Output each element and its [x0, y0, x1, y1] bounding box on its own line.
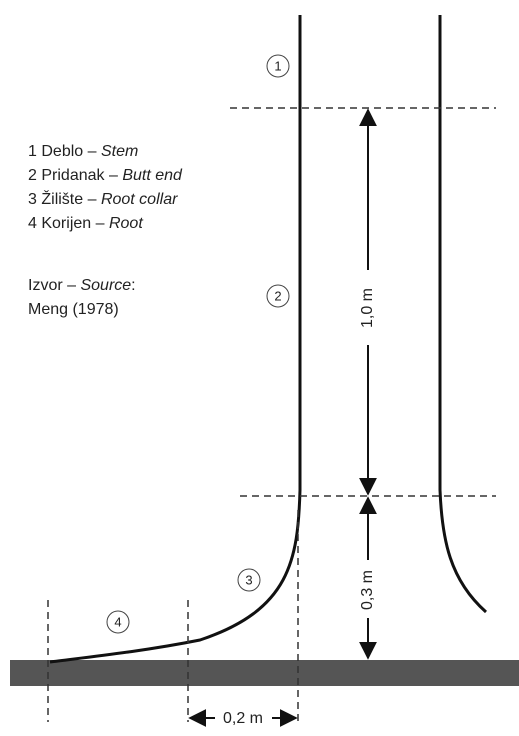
legend-number: 4 — [28, 215, 37, 232]
legend-number: 3 — [28, 191, 37, 208]
source-reference: Meng (1978) — [28, 301, 119, 318]
legend-term: Deblo – — [41, 143, 96, 160]
marker-circle — [237, 568, 261, 592]
legend-item: 2 Pridanak – Butt end — [28, 167, 183, 184]
trunk-right — [438, 15, 487, 614]
legend: 1 Deblo – Stem 2 Pridanak – Butt end 3 Žil… — [28, 143, 183, 232]
marker-circle — [106, 610, 130, 634]
marker-circle — [266, 284, 290, 308]
marker-circle — [266, 54, 290, 78]
legend-term: Žilište – — [41, 189, 96, 208]
legend-number: 2 — [28, 167, 37, 184]
legend-term: Korijen – — [41, 215, 104, 232]
legend-item: 3 Žilište – Root collar — [28, 189, 178, 208]
markers: 1 2 3 4 — [106, 54, 290, 634]
trunk-left — [49, 15, 302, 664]
marker-label: 1 — [274, 58, 281, 73]
dimension-label: 1,0 m — [359, 288, 376, 328]
legend-translation: Root collar — [101, 191, 178, 208]
source-translation: Source — [80, 277, 131, 294]
legend-translation: Stem — [101, 143, 138, 160]
legend-translation: Butt end — [122, 167, 183, 184]
legend-item: 4 Korijen – Root — [28, 215, 143, 232]
ground — [10, 660, 519, 686]
legend-translation: Root — [109, 215, 143, 232]
marker-label: 4 — [114, 614, 121, 629]
dimension-label: 0,3 m — [359, 570, 376, 610]
source-label: Izvor – — [28, 277, 76, 294]
dimension-label: 0,2 m — [223, 710, 263, 727]
guides — [47, 107, 496, 722]
marker-label: 2 — [274, 288, 281, 303]
marker-label: 3 — [245, 572, 252, 587]
source-heading: Izvor – Source: — [28, 277, 136, 294]
legend-item: 1 Deblo – Stem — [28, 143, 138, 160]
legend-term: Pridanak – — [41, 167, 118, 184]
legend-number: 1 — [28, 143, 37, 160]
source-suffix: : — [131, 277, 135, 294]
